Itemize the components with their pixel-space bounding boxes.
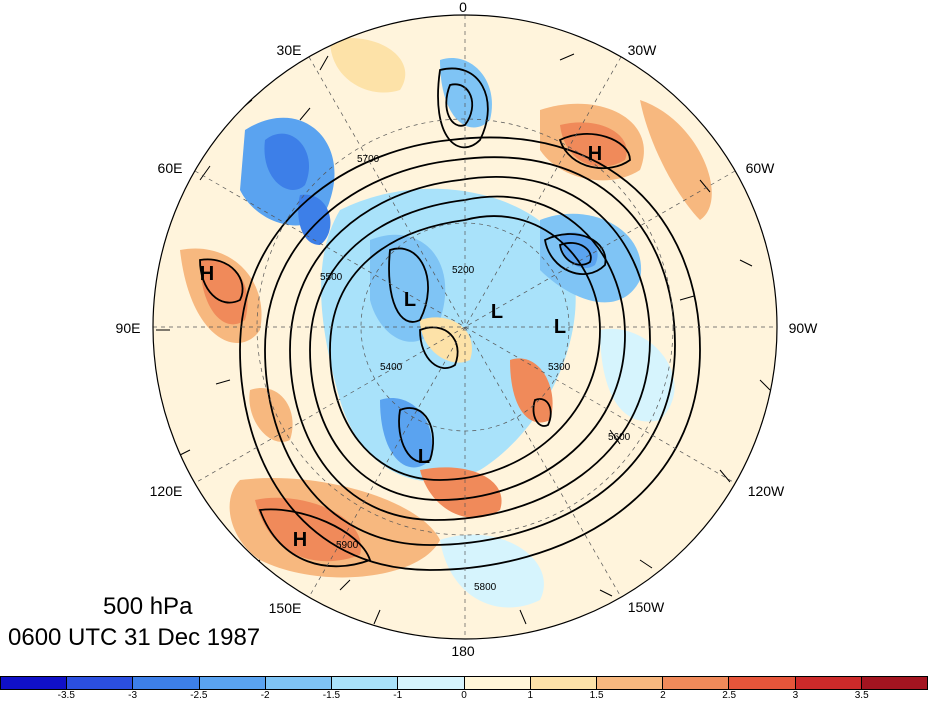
colorbar-tick-label: 1.5 <box>589 690 604 701</box>
colorbar-swatch <box>861 677 928 689</box>
contour-label: 5900 <box>336 540 359 551</box>
lon-label-90w: 90W <box>789 320 819 336</box>
graticule <box>153 15 777 639</box>
contour-label: 5500 <box>320 272 343 283</box>
map-border <box>152 14 778 640</box>
colorbar-swatch <box>464 677 531 689</box>
contour-label: 5800 <box>474 582 497 593</box>
colorbar-tick-label: 2.5 <box>722 690 737 701</box>
pressure-level-title: 500 hPa <box>103 593 193 620</box>
contour-label: 5600 <box>608 432 631 443</box>
lon-label-150w: 150W <box>628 599 665 615</box>
high-center-marker: H <box>293 529 307 551</box>
colorbar-tick-label: 3.5 <box>854 690 869 701</box>
height-contours <box>199 67 701 571</box>
colorbar-tick-labels: -3.5 -3 -2.5 -2 -1.5 -1 0 1 1.5 2 2.5 3 3.5 <box>0 690 928 702</box>
low-center-marker: L <box>554 316 566 338</box>
lon-label-120e: 120E <box>150 483 183 499</box>
colorbar-swatch <box>663 677 730 689</box>
contour-label: 5200 <box>452 265 475 276</box>
colorbar-swatch <box>67 677 134 689</box>
colorbar-swatch <box>199 677 266 689</box>
contour-label: 5400 <box>380 362 403 373</box>
low-center-marker: L <box>404 289 416 311</box>
high-center-marker: H <box>588 143 602 165</box>
contour-label: 5300 <box>548 362 571 373</box>
lon-label-150e: 150E <box>269 600 302 616</box>
colorbar-swatch <box>1 677 68 689</box>
colorbar-tick-label: 0 <box>461 690 467 701</box>
colorbar-tick-label: -1.5 <box>322 690 341 701</box>
valid-time-title: 0600 UTC 31 Dec 1987 <box>8 624 261 651</box>
colorbar-tick-label: -2 <box>260 690 270 701</box>
lon-label-60e: 60E <box>158 160 183 176</box>
contour-label: 5700 <box>357 154 380 165</box>
colorbar-swatch <box>729 677 796 689</box>
colorbar-tick-label: -3 <box>128 690 138 701</box>
lon-label-30w: 30W <box>628 42 658 58</box>
colorbar-tick-label: -2.5 <box>190 690 208 701</box>
colorbar-swatch <box>133 677 200 689</box>
colorbar-tick-label: 2 <box>660 690 666 701</box>
colorbar-swatch <box>398 677 465 689</box>
lon-label-0: 0 <box>459 0 467 15</box>
colorbar-tick-label: -1 <box>393 690 403 701</box>
lon-label-90e: 90E <box>116 320 141 336</box>
longitude-labels: 0 30W 60W 90W 120W 150W 180 150E 120E 90… <box>116 0 819 659</box>
colorbar-swatch <box>265 677 333 689</box>
colorbar-tick-label: 3 <box>792 690 799 701</box>
colorbar-tick-label: -3.5 <box>57 690 75 701</box>
lon-label-120w: 120W <box>748 483 785 499</box>
colorbar-swatch <box>596 677 664 689</box>
colorbar-swatch <box>795 677 862 689</box>
lon-label-30e: 30E <box>277 42 302 58</box>
colorbar-tick-label: 1 <box>527 690 534 701</box>
low-center-marker: L <box>418 446 430 468</box>
polar-map: 0 30W 60W 90W 120W 150W 180 150E 120E 90… <box>116 0 819 659</box>
contour-labels: 5200 5300 5400 5500 5600 5700 5800 5900 <box>320 154 631 593</box>
lon-label-180: 180 <box>451 643 475 659</box>
low-center-marker: L <box>491 301 503 323</box>
colorbar-swatch <box>332 677 399 689</box>
lon-label-60w: 60W <box>746 160 776 176</box>
pressure-centers: H H H L L L L <box>200 143 602 551</box>
anomaly-colorbar <box>0 676 928 690</box>
high-center-marker: H <box>200 263 214 285</box>
colorbar-swatch <box>530 677 597 689</box>
